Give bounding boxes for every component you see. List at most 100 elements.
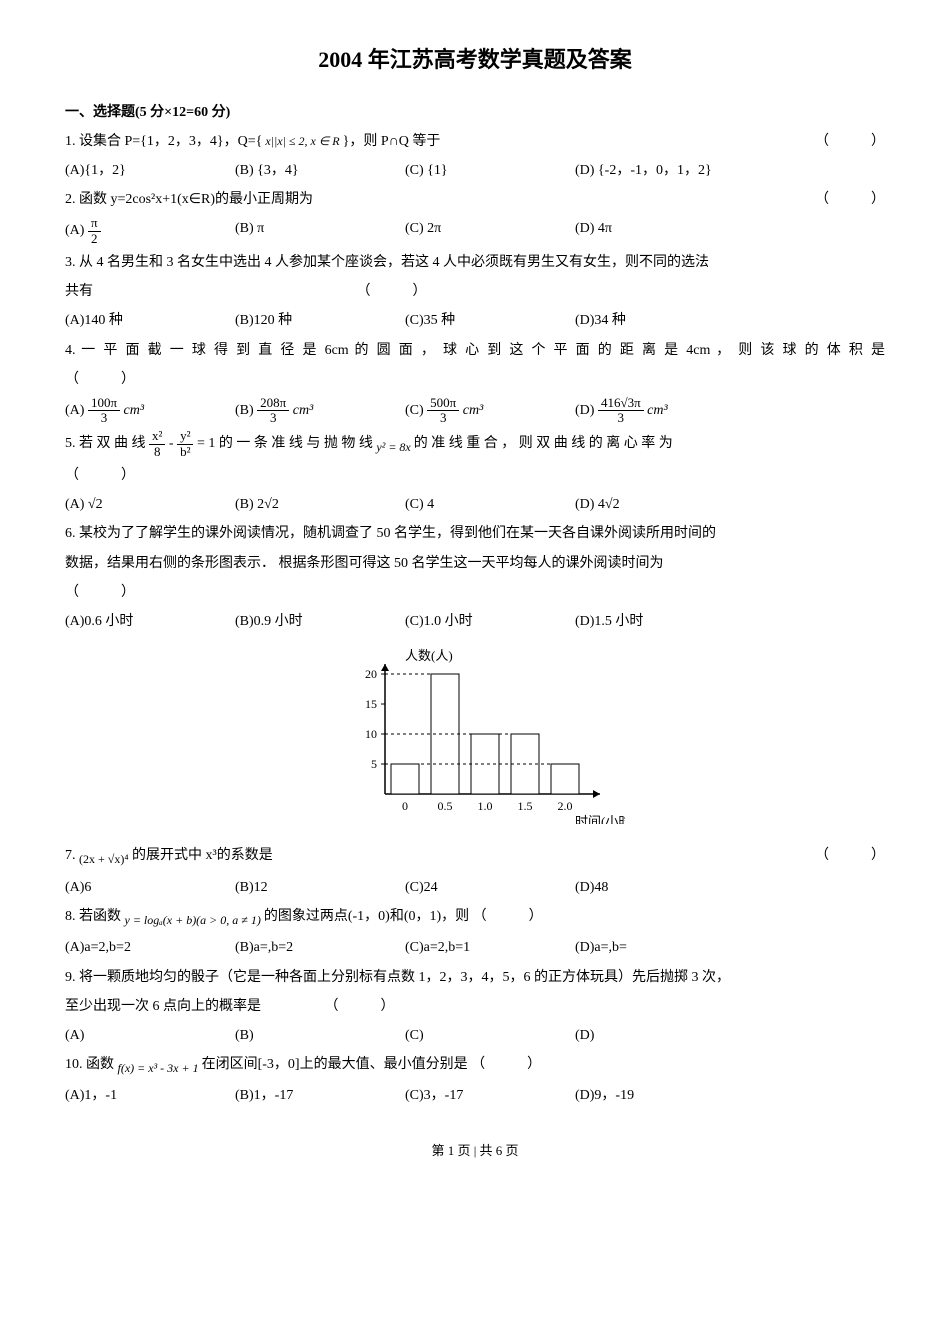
page-title: 2004 年江苏高考数学真题及答案	[65, 40, 885, 80]
q3-opt-c: (C)35 种	[405, 308, 555, 333]
q2-opt-a: (A) π2	[65, 216, 215, 246]
question-9-line2: 至少出现一次 6 点向上的概率是 （ ）	[65, 994, 885, 1019]
q5-c: 的 准 线 重 合 ， 则 双 曲 线 的 离 心 率 为	[414, 436, 673, 451]
q1-opt-b: (B) {3，4}	[235, 158, 385, 183]
q4-c-suf: cm³	[459, 403, 483, 418]
q9-opt-d: (D)	[575, 1023, 725, 1048]
q8-opt-c: (C)a=2,b=1	[405, 935, 555, 960]
q4-options: (A) 100π3 cm³ (B) 208π3 cm³ (C) 500π3 cm…	[65, 396, 885, 426]
question-6-line2: 数据，结果用右侧的条形图表示． 根据条形图可得这 50 名学生这一天平均每人的课…	[65, 551, 885, 576]
bar-chart: 510152000.51.01.52.0人数(人)时间(小时)	[65, 644, 885, 833]
q1-stem-c: }，则 P∩Q 等于	[343, 134, 441, 149]
page-footer: 第 1 页 | 共 6 页	[65, 1139, 885, 1162]
q5-parab: y² = 8x	[376, 440, 413, 454]
q5-b: 的 一 条 准 线 与 抛 物 线	[219, 436, 377, 451]
q2-a-pre: (A)	[65, 223, 88, 238]
question-4: 4. 一 平 面 截 一 球 得 到 直 径 是 6cm 的 圆 面 ， 球 心…	[65, 338, 885, 363]
q4-a-num: 100π	[88, 396, 120, 411]
svg-text:15: 15	[365, 697, 377, 711]
q5-eq: = 1	[193, 436, 215, 451]
q7-opt-c: (C)24	[405, 875, 555, 900]
q6-opt-d: (D)1.5 小时	[575, 609, 725, 634]
q5-n1: x²	[149, 429, 165, 444]
q4-c-den: 3	[427, 411, 459, 425]
q3-opt-a: (A)140 种	[65, 308, 215, 333]
q8-options: (A)a=2,b=2 (B)a=,b=2 (C)a=2,b=1 (D)a=,b=	[65, 935, 885, 960]
question-5: 5. 若 双 曲 线 x²8 - y²b² = 1 的 一 条 准 线 与 抛 …	[65, 429, 885, 459]
q3-opt-b: (B)120 种	[235, 308, 385, 333]
svg-text:1.5: 1.5	[518, 799, 533, 813]
q2-opt-c: (C) 2π	[405, 216, 555, 246]
q4-opt-b: (B) 208π3 cm³	[235, 396, 385, 426]
q9-opt-c: (C)	[405, 1023, 555, 1048]
q1-set: x||x| ≤ 2, x ∈ R	[262, 134, 342, 148]
q8-opt-b: (B)a=,b=2	[235, 935, 385, 960]
q5-options: (A) √2 (B) 2√2 (C) 4 (D) 4√2	[65, 492, 885, 517]
q10-fn: f(x) = x³ - 3x + 1	[118, 1061, 202, 1075]
section-1-heading: 一、选择题(5 分×12=60 分)	[65, 100, 885, 125]
q8-b: 的图象过两点(-1，0)和(0，1)，则 （ ）	[264, 909, 543, 924]
q9-l2: 至少出现一次 6 点向上的概率是	[65, 999, 261, 1014]
bar-chart-svg: 510152000.51.01.52.0人数(人)时间(小时)	[325, 644, 625, 824]
svg-text:1.0: 1.0	[478, 799, 493, 813]
q8-fn: y = logₐ(x + b)(a > 0, a ≠ 1)	[125, 913, 264, 927]
q2-a-num: π	[88, 216, 101, 231]
q7-b: 的展开式中 x³的系数是	[129, 848, 273, 863]
q6-opt-c: (C)1.0 小时	[405, 609, 555, 634]
q3-options: (A)140 种 (B)120 种 (C)35 种 (D)34 种	[65, 308, 885, 333]
q4-a-den: 3	[88, 411, 120, 425]
q10-opt-d: (D)9，-19	[575, 1083, 725, 1108]
q1-opt-a: (A){1，2}	[65, 158, 215, 183]
question-8: 8. 若函数 y = logₐ(x + b)(a > 0, a ≠ 1) 的图象…	[65, 904, 885, 931]
q5-opt-b: (B) 2√2	[235, 492, 385, 517]
q5-opt-a: (A) √2	[65, 492, 215, 517]
q10-b: 在闭区间[-3，0]上的最大值、最小值分别是 （ ）	[202, 1057, 542, 1072]
q5-paren: （ ）	[65, 463, 885, 488]
q4-a-pre: (A)	[65, 403, 88, 418]
q4-d-suf: cm³	[644, 403, 668, 418]
svg-text:10: 10	[365, 727, 377, 741]
q4-b-pre: (B)	[235, 403, 257, 418]
q5-d1: 8	[149, 445, 165, 459]
q6-opt-b: (B)0.9 小时	[235, 609, 385, 634]
question-6-line1: 6. 某校为了了解学生的课外阅读情况，随机调查了 50 名学生，得到他们在某一天…	[65, 521, 885, 546]
question-2: 2. 函数 y=2cos²x+1(x∈R)的最小正周期为 （ ）	[65, 187, 885, 212]
q4-d-pre: (D)	[575, 403, 598, 418]
q4-c-num: 500π	[427, 396, 459, 411]
question-3-line2: 共有 （ ）	[65, 279, 885, 304]
q8-opt-d: (D)a=,b=	[575, 935, 725, 960]
question-1: 1. 设集合 P={1，2，3，4}，Q={ x||x| ≤ 2, x ∈ R …	[65, 129, 885, 154]
q7-a: 7.	[65, 848, 79, 863]
blank-paren: （ ）	[815, 129, 885, 154]
q4-b-suf: cm³	[289, 403, 313, 418]
q8-opt-a: (A)a=2,b=2	[65, 935, 215, 960]
q10-opt-c: (C)3，-17	[405, 1083, 555, 1108]
q7-opt-d: (D)48	[575, 875, 725, 900]
q3-opt-d: (D)34 种	[575, 308, 725, 333]
q4-c-pre: (C)	[405, 403, 427, 418]
question-10: 10. 函数 f(x) = x³ - 3x + 1 在闭区间[-3，0]上的最大…	[65, 1052, 885, 1079]
q7-expr: (2x + √x)⁴	[79, 852, 129, 866]
question-3-line1: 3. 从 4 名男生和 3 名女生中选出 4 人参加某个座谈会，若这 4 人中必…	[65, 250, 885, 275]
q5-n2: y²	[177, 429, 193, 444]
q1-stem-a: 1. 设集合 P={1，2，3，4}，Q={	[65, 134, 262, 149]
svg-text:0: 0	[402, 799, 408, 813]
q10-options: (A)1，-1 (B)1，-17 (C)3，-17 (D)9，-19	[65, 1083, 885, 1108]
q2-stem: 2. 函数 y=2cos²x+1(x∈R)的最小正周期为	[65, 192, 313, 207]
q8-a: 8. 若函数	[65, 909, 125, 924]
question-7: 7. (2x + √x)⁴ 的展开式中 x³的系数是 （ ）	[65, 843, 885, 870]
q4-opt-d: (D) 416√3π3 cm³	[575, 396, 725, 426]
q4-d-den: 3	[598, 411, 644, 425]
svg-text:人数(人): 人数(人)	[405, 648, 453, 663]
q2-opt-d: (D) 4π	[575, 216, 725, 246]
q4-d-num: 416√3π	[598, 396, 644, 411]
q5-opt-c: (C) 4	[405, 492, 555, 517]
q4-a-suf: cm³	[120, 403, 144, 418]
q5-a: 5. 若 双 曲 线	[65, 436, 149, 451]
q2-opt-b: (B) π	[235, 216, 385, 246]
q10-opt-b: (B)1，-17	[235, 1083, 385, 1108]
svg-text:0.5: 0.5	[438, 799, 453, 813]
q4-opt-a: (A) 100π3 cm³	[65, 396, 215, 426]
svg-text:5: 5	[371, 757, 377, 771]
q9-opt-b: (B)	[235, 1023, 385, 1048]
